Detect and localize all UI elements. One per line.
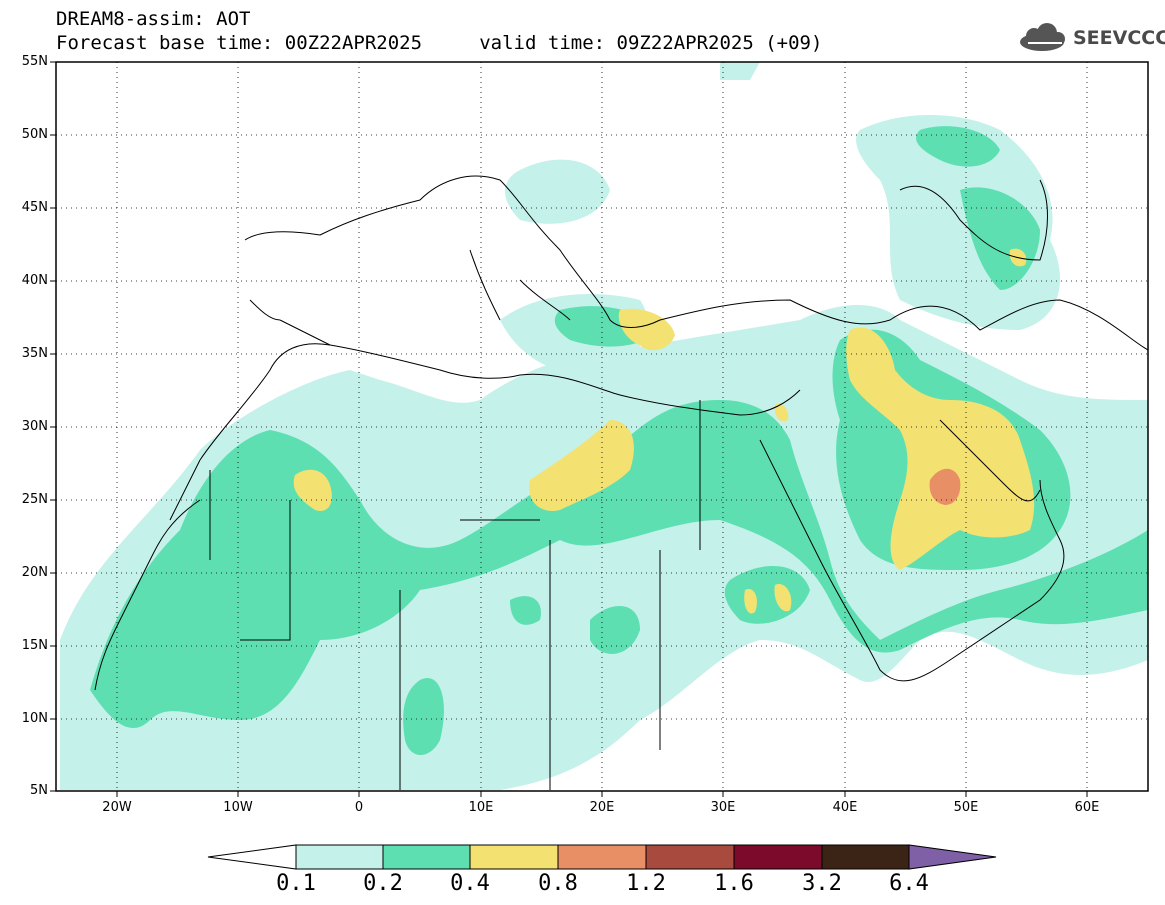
lat-label: 40N [21,273,48,288]
colorbar-segment [469,844,559,870]
colorbar-segment [557,844,647,870]
lon-label: 20W [102,800,132,815]
lon-label: 40E [832,800,858,815]
colorbar-min-arrow [207,844,297,870]
lat-label: 45N [21,200,48,215]
colorbar-label: 0.8 [538,871,578,896]
aot-field [60,62,1148,790]
colorbar-segment [295,844,384,870]
coastlines [94,175,1148,790]
lon-label: 10W [223,800,253,815]
lat-label: 10N [21,711,48,726]
logo-text: SEEVCCC [1073,27,1165,49]
lat-label: 35N [21,346,48,361]
lat-label: 50N [21,127,48,142]
lat-label: 5N [30,783,48,798]
colorbar-label: 0.1 [276,871,316,896]
lat-label: 25N [21,492,48,507]
lat-label: 55N [21,54,48,69]
colorbar-label: 0.4 [450,871,490,896]
lon-label: 10E [468,800,494,815]
colorbar-segment [645,844,735,870]
lon-label: 30E [710,800,736,815]
colorbar-label: 1.6 [714,871,754,896]
lon-label: 20E [589,800,615,815]
lat-label: 20N [21,565,48,580]
lon-label: 0 [354,800,364,815]
colorbar-max-arrow [908,844,997,870]
colorbar [207,844,997,870]
colorbar-segment [733,844,823,870]
lat-label: 15N [21,638,48,653]
colorbar-segment [382,844,471,870]
lon-label: 50E [953,800,979,815]
colorbar-label: 3.2 [802,871,842,896]
map-title: DREAM8-assim: AOT [56,8,251,30]
cloud-logo-icon [1020,23,1065,51]
axis-ticks [50,61,1088,797]
gridlines [56,62,1148,791]
lat-label: 30N [21,419,48,434]
colorbar-segment [821,844,910,870]
colorbar-label: 0.2 [363,871,403,896]
lon-label: 60E [1074,800,1100,815]
forecast-time-line: Forecast base time: 00Z22APR2025 valid t… [56,32,823,54]
colorbar-label: 6.4 [889,871,929,896]
colorbar-label: 1.2 [626,871,666,896]
